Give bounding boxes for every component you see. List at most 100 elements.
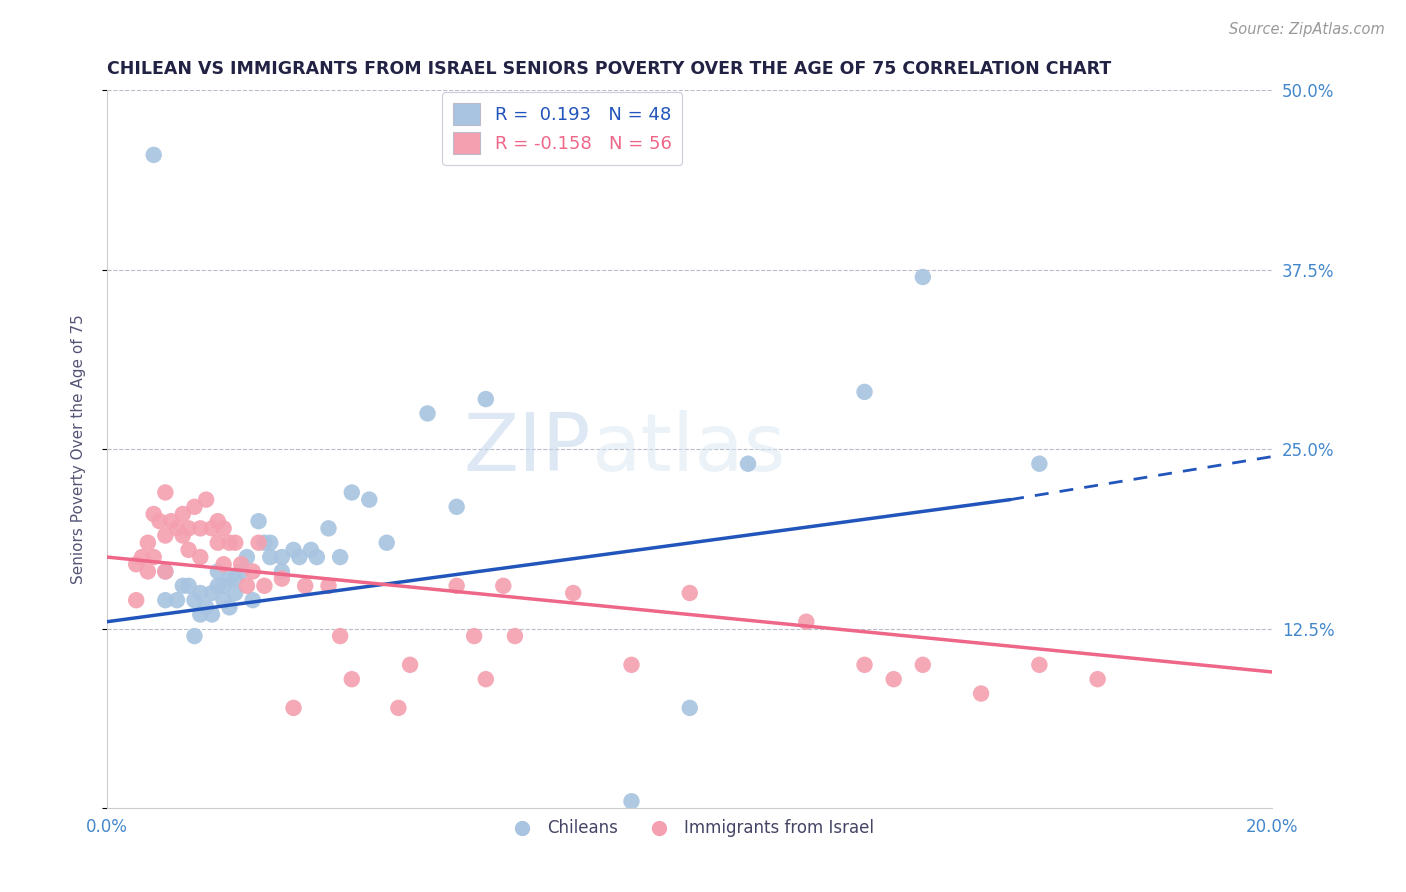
- Point: [207, 514, 229, 528]
- Point: [259, 550, 281, 565]
- Point: [142, 507, 165, 521]
- Point: [375, 535, 398, 549]
- Point: [136, 565, 159, 579]
- Point: [247, 535, 270, 549]
- Point: [183, 593, 205, 607]
- Point: [340, 485, 363, 500]
- Point: [446, 579, 468, 593]
- Point: [131, 550, 153, 565]
- Point: [201, 607, 224, 622]
- Point: [259, 535, 281, 549]
- Point: [503, 629, 526, 643]
- Point: [212, 593, 235, 607]
- Point: [911, 270, 934, 285]
- Point: [853, 384, 876, 399]
- Point: [125, 593, 148, 607]
- Point: [294, 579, 316, 593]
- Point: [177, 521, 200, 535]
- Point: [299, 542, 322, 557]
- Point: [329, 550, 352, 565]
- Point: [253, 535, 276, 549]
- Point: [155, 528, 177, 542]
- Point: [207, 579, 229, 593]
- Point: [155, 565, 177, 579]
- Point: [318, 579, 340, 593]
- Point: [911, 657, 934, 672]
- Point: [562, 586, 585, 600]
- Point: [970, 687, 993, 701]
- Point: [212, 558, 235, 572]
- Point: [883, 672, 905, 686]
- Point: [218, 600, 240, 615]
- Legend: Chileans, Immigrants from Israel: Chileans, Immigrants from Israel: [499, 812, 882, 843]
- Point: [172, 528, 194, 542]
- Point: [212, 579, 235, 593]
- Point: [620, 657, 643, 672]
- Point: [125, 558, 148, 572]
- Point: [475, 672, 498, 686]
- Point: [853, 657, 876, 672]
- Point: [399, 657, 422, 672]
- Point: [340, 672, 363, 686]
- Y-axis label: Seniors Poverty Over the Age of 75: Seniors Poverty Over the Age of 75: [72, 315, 86, 584]
- Point: [160, 514, 183, 528]
- Point: [288, 550, 311, 565]
- Point: [188, 607, 211, 622]
- Point: [224, 535, 246, 549]
- Point: [679, 701, 702, 715]
- Point: [172, 507, 194, 521]
- Point: [463, 629, 485, 643]
- Point: [155, 485, 177, 500]
- Text: Source: ZipAtlas.com: Source: ZipAtlas.com: [1229, 22, 1385, 37]
- Point: [201, 521, 224, 535]
- Point: [148, 514, 170, 528]
- Point: [283, 701, 305, 715]
- Point: [183, 629, 205, 643]
- Point: [229, 558, 252, 572]
- Point: [195, 600, 218, 615]
- Point: [359, 492, 381, 507]
- Point: [270, 565, 292, 579]
- Point: [155, 593, 177, 607]
- Point: [387, 701, 409, 715]
- Point: [794, 615, 817, 629]
- Point: [329, 629, 352, 643]
- Point: [224, 586, 246, 600]
- Point: [207, 535, 229, 549]
- Point: [229, 565, 252, 579]
- Point: [177, 579, 200, 593]
- Point: [253, 579, 276, 593]
- Point: [166, 521, 188, 535]
- Text: CHILEAN VS IMMIGRANTS FROM ISRAEL SENIORS POVERTY OVER THE AGE OF 75 CORRELATION: CHILEAN VS IMMIGRANTS FROM ISRAEL SENIOR…: [107, 60, 1111, 78]
- Point: [201, 586, 224, 600]
- Point: [212, 521, 235, 535]
- Point: [318, 521, 340, 535]
- Point: [183, 500, 205, 514]
- Point: [475, 392, 498, 406]
- Point: [218, 535, 240, 549]
- Point: [142, 550, 165, 565]
- Point: [1028, 457, 1050, 471]
- Point: [177, 542, 200, 557]
- Text: ZIP: ZIP: [464, 410, 591, 488]
- Point: [136, 535, 159, 549]
- Point: [166, 593, 188, 607]
- Point: [195, 492, 218, 507]
- Point: [236, 550, 259, 565]
- Text: atlas: atlas: [591, 410, 785, 488]
- Point: [218, 572, 240, 586]
- Point: [446, 500, 468, 514]
- Point: [188, 586, 211, 600]
- Point: [737, 457, 759, 471]
- Point: [207, 565, 229, 579]
- Point: [620, 794, 643, 808]
- Point: [1087, 672, 1109, 686]
- Point: [188, 521, 211, 535]
- Point: [247, 514, 270, 528]
- Point: [242, 565, 264, 579]
- Point: [188, 550, 211, 565]
- Point: [416, 407, 439, 421]
- Point: [224, 572, 246, 586]
- Point: [172, 579, 194, 593]
- Point: [492, 579, 515, 593]
